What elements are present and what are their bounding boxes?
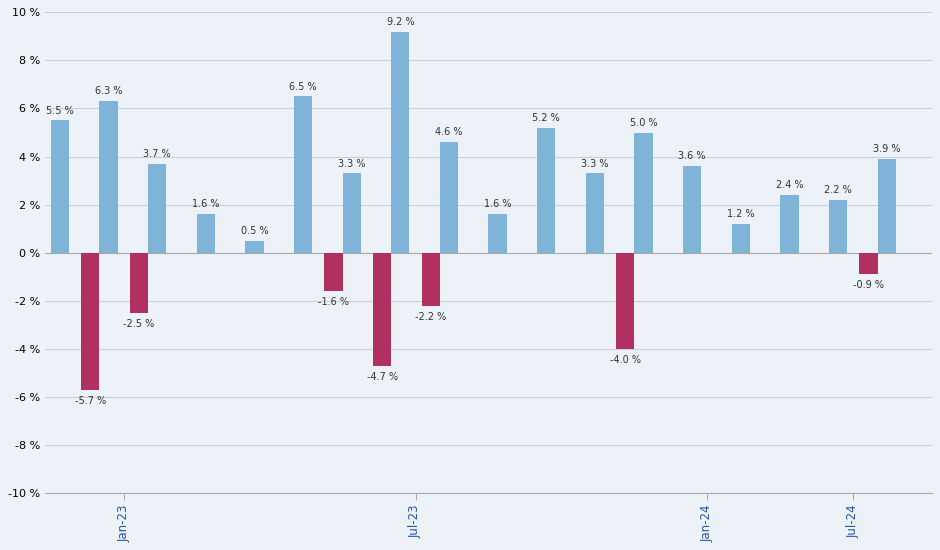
Bar xyxy=(489,214,507,252)
Text: 3.3 %: 3.3 % xyxy=(581,158,608,168)
Text: 6.5 %: 6.5 % xyxy=(290,81,317,92)
Bar xyxy=(422,252,440,306)
Text: 3.3 %: 3.3 % xyxy=(338,158,366,168)
Text: 6.3 %: 6.3 % xyxy=(95,86,122,96)
Text: 1.6 %: 1.6 % xyxy=(484,200,511,210)
Text: -0.9 %: -0.9 % xyxy=(853,280,884,290)
Bar xyxy=(683,166,701,252)
Bar xyxy=(149,164,166,252)
Bar xyxy=(324,252,342,291)
Text: -4.0 %: -4.0 % xyxy=(610,355,641,365)
Text: 5.2 %: 5.2 % xyxy=(532,113,560,123)
Bar xyxy=(616,252,635,349)
Bar xyxy=(245,241,263,252)
Text: -4.7 %: -4.7 % xyxy=(367,372,398,382)
Text: -2.5 %: -2.5 % xyxy=(123,319,154,329)
Text: -5.7 %: -5.7 % xyxy=(74,395,106,406)
Text: 5.0 %: 5.0 % xyxy=(630,118,657,128)
Text: 3.6 %: 3.6 % xyxy=(679,151,706,161)
Text: 0.5 %: 0.5 % xyxy=(241,226,268,236)
Text: 2.2 %: 2.2 % xyxy=(824,185,852,195)
Bar xyxy=(634,133,652,252)
Text: 3.7 %: 3.7 % xyxy=(144,149,171,159)
Bar xyxy=(586,173,604,252)
Bar xyxy=(391,31,410,252)
Bar xyxy=(859,252,878,274)
Bar xyxy=(294,96,312,252)
Text: -1.6 %: -1.6 % xyxy=(318,297,349,307)
Bar xyxy=(130,252,149,313)
Bar xyxy=(878,159,896,252)
Text: 1.2 %: 1.2 % xyxy=(727,209,755,219)
Text: 9.2 %: 9.2 % xyxy=(386,16,415,27)
Bar xyxy=(196,214,215,252)
Text: 5.5 %: 5.5 % xyxy=(46,106,73,116)
Bar xyxy=(51,120,69,252)
Bar xyxy=(440,142,458,252)
Bar xyxy=(373,252,391,366)
Bar xyxy=(100,101,118,252)
Text: 2.4 %: 2.4 % xyxy=(776,180,803,190)
Bar xyxy=(342,173,361,252)
Text: 1.6 %: 1.6 % xyxy=(192,200,220,210)
Bar xyxy=(829,200,847,252)
Text: -2.2 %: -2.2 % xyxy=(415,312,446,322)
Bar xyxy=(780,195,799,252)
Bar xyxy=(537,128,556,252)
Text: 3.9 %: 3.9 % xyxy=(873,144,901,154)
Text: 4.6 %: 4.6 % xyxy=(435,127,462,138)
Bar xyxy=(81,252,100,390)
Bar xyxy=(731,224,750,252)
